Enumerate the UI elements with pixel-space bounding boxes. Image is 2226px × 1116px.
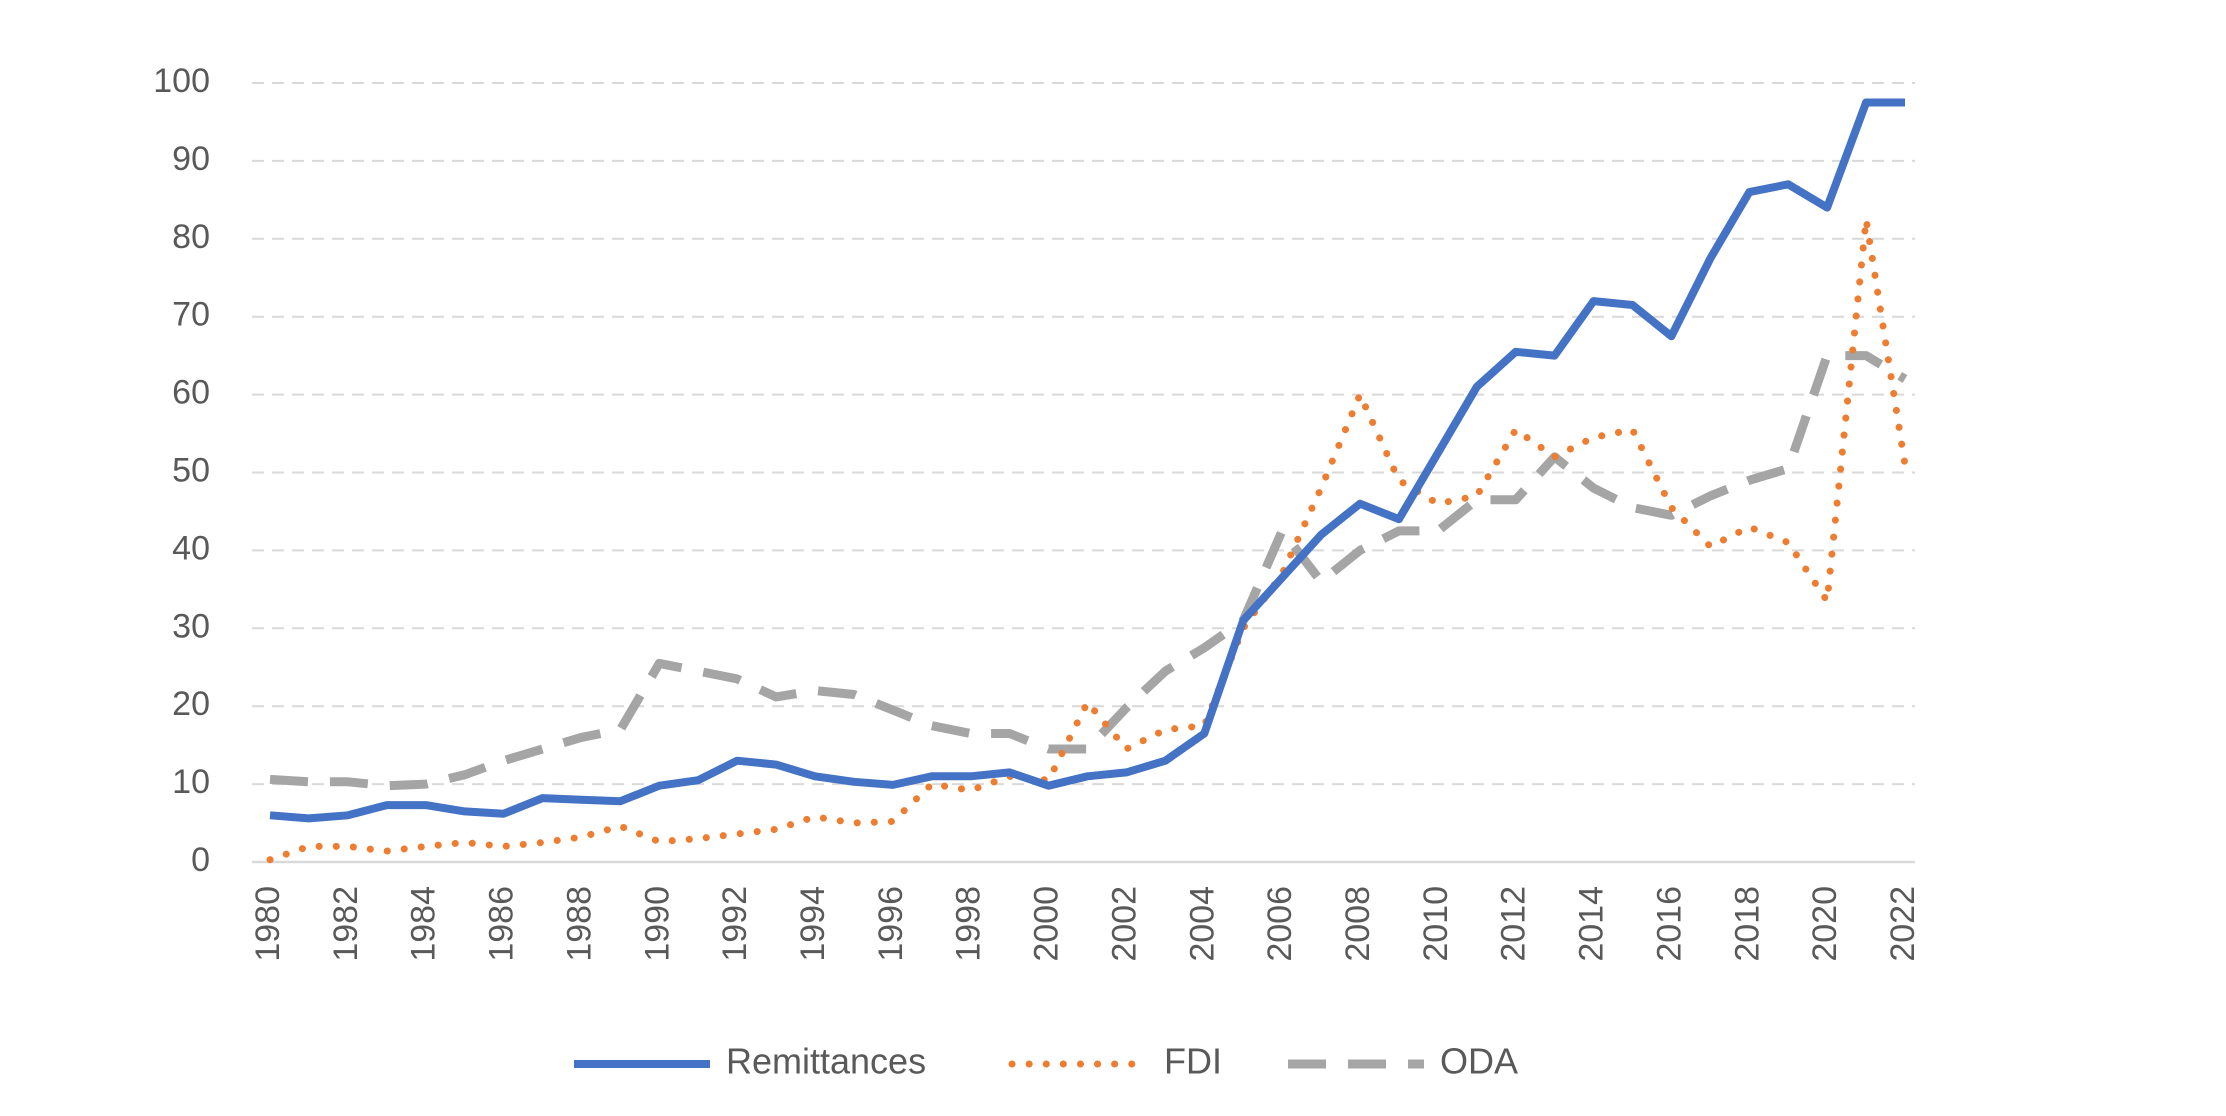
x-tick-label-2014: 2014	[1573, 886, 1611, 962]
x-tick-label-1994: 1994	[794, 886, 832, 962]
y-tick-label-20: 20	[172, 685, 210, 723]
y-tick-label-10: 10	[172, 763, 210, 801]
legend: Remittances FDI ODA	[574, 1041, 1518, 1082]
x-tick-label-1982: 1982	[327, 886, 365, 962]
x-tick-label-2002: 2002	[1105, 886, 1143, 962]
x-tick-label-2012: 2012	[1495, 886, 1533, 962]
y-tick-label-90: 90	[172, 140, 210, 178]
x-tick-label-2018: 2018	[1728, 886, 1766, 962]
x-tick-label-2000: 2000	[1028, 886, 1066, 962]
x-tick-label-1988: 1988	[560, 886, 598, 962]
legend-label-oda: ODA	[1440, 1041, 1518, 1082]
series-line-oda	[269, 351, 1908, 791]
x-tick-label-1990: 1990	[638, 886, 676, 962]
series-lines	[266, 98, 1909, 864]
y-tick-label-70: 70	[172, 296, 210, 334]
legend-label-remittances: Remittances	[726, 1041, 926, 1082]
y-tick-label-0: 0	[191, 841, 210, 879]
x-tick-label-2016: 2016	[1650, 886, 1688, 962]
axes: 0 10 20 30 40 50 60 70 80 90 100 1980 1982 1984 1986 19…	[153, 62, 1922, 962]
x-tick-label-1986: 1986	[483, 886, 521, 962]
x-tick-label-2004: 2004	[1183, 886, 1221, 962]
y-tick-label-100: 100	[153, 62, 210, 100]
x-tick-label-2020: 2020	[1806, 886, 1844, 962]
y-tick-label-60: 60	[172, 374, 210, 412]
x-tick-label-1998: 1998	[950, 886, 988, 962]
gridlines	[252, 82, 1915, 786]
x-tick-label-1996: 1996	[872, 886, 910, 962]
x-tick-label-2022: 2022	[1884, 886, 1922, 962]
y-tick-label-50: 50	[172, 451, 210, 489]
series-line-fdi	[266, 215, 1909, 864]
y-tick-label-30: 30	[172, 607, 210, 645]
x-tick-label-2010: 2010	[1417, 886, 1455, 962]
x-tick-label-1992: 1992	[716, 886, 754, 962]
y-tick-label-80: 80	[172, 218, 210, 256]
legend-label-fdi: FDI	[1164, 1041, 1222, 1082]
y-tick-label-40: 40	[172, 529, 210, 567]
x-tick-label-1980: 1980	[249, 886, 287, 962]
x-tick-label-2006: 2006	[1261, 886, 1299, 962]
x-tick-label-2008: 2008	[1339, 886, 1377, 962]
series-line-remittances	[269, 98, 1905, 823]
x-tick-label-1984: 1984	[405, 886, 443, 962]
